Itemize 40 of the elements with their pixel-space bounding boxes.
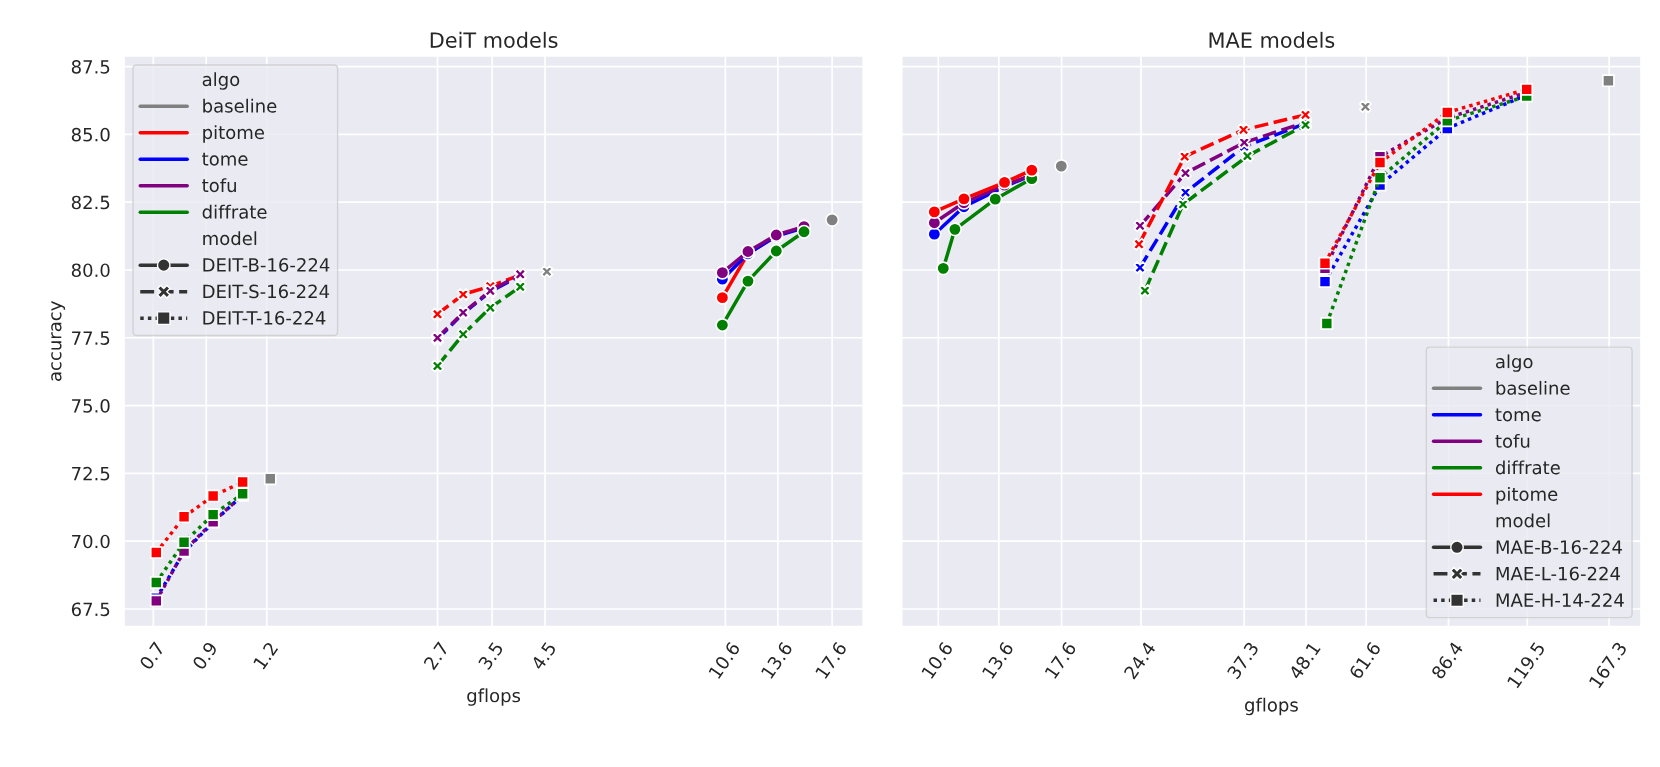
legend-label: tofu	[1495, 433, 1530, 448]
legend-label: diffrate	[1495, 460, 1560, 475]
text: model	[203, 231, 257, 246]
legend-label: tome	[1495, 408, 1541, 422]
x-tick-label: 0.9	[191, 641, 219, 671]
x-axis-title: gflops	[1245, 697, 1298, 716]
chart-title: DeiT models	[430, 31, 558, 48]
legend-label: pitome	[1496, 486, 1558, 505]
legend-label: pitome	[203, 125, 264, 143]
x-tick-label: 1.2	[252, 641, 279, 670]
y-tick-label: 82.5	[71, 195, 110, 210]
legend-label: MAE-H-14-224	[1496, 593, 1624, 607]
y-tick-label: 80.0	[71, 263, 110, 278]
legend-label: DEIT-B-16-224	[203, 258, 330, 272]
legend-label: baseline	[1496, 380, 1570, 395]
x-tick-label: 2.7	[423, 641, 449, 671]
legend-label: MAE-B-16-224	[1496, 540, 1622, 554]
text: algo	[1496, 354, 1533, 372]
y-tick-label: 77.5	[72, 331, 110, 345]
y-axis-title: accuracy	[51, 301, 66, 381]
y-tick-label: 75.0	[72, 399, 110, 413]
legend-label: tome	[202, 152, 248, 166]
text: algo	[202, 72, 240, 90]
legend-label: tofu	[202, 178, 236, 193]
legend-label: baseline	[203, 98, 277, 113]
legend-label: diffrate	[202, 204, 267, 219]
text: model	[1496, 513, 1550, 528]
x-tick-label: 4.5	[530, 641, 557, 671]
legend-label: DEIT-S-16-224	[203, 284, 330, 299]
legend-label: MAE-L-16-224	[1496, 566, 1620, 581]
y-tick-label: 70.0	[72, 534, 110, 549]
y-tick-label: 67.5	[71, 602, 110, 617]
x-tick-label: 3.5	[477, 641, 504, 671]
legend-label: DEIT-T-16-224	[203, 311, 326, 325]
x-tick-label: 0.7	[138, 641, 165, 671]
y-tick-label: 72.5	[72, 466, 110, 481]
y-tick-label: 85.0	[71, 127, 110, 142]
x-axis-title: gflops	[467, 688, 521, 706]
y-tick-label: 87.5	[71, 60, 110, 74]
chart-title: MAE models	[1209, 31, 1335, 48]
